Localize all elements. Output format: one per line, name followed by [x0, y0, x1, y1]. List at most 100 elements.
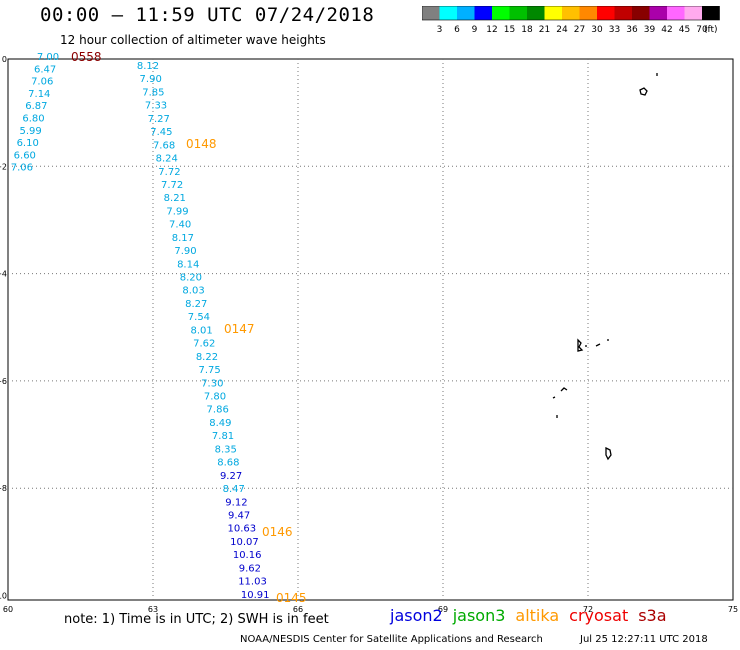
island-outline — [552, 396, 556, 399]
longitude-label: 60 — [3, 605, 13, 614]
wave-height-label: 8.14 — [177, 259, 199, 270]
wave-height-label: 8.35 — [215, 444, 237, 455]
latitude-label: −10 — [0, 592, 7, 601]
wave-height-label: 7.80 — [204, 392, 226, 403]
track-altika-east: 7.006.477.067.146.876.805.996.106.607.06 — [11, 52, 59, 174]
wave-height-label: 8.47 — [223, 484, 245, 495]
wave-height-label: 7.68 — [153, 140, 175, 151]
wave-height-label: 7.40 — [169, 220, 191, 231]
pass-time-labels: 0558 0148 0147 0146 0145 — [71, 50, 307, 605]
satellite-legend-item: s3a — [638, 606, 667, 625]
wave-height-label: 8.20 — [180, 273, 202, 284]
latitude-label: −2 — [0, 162, 7, 171]
pass-time-label: 0145 — [276, 591, 307, 605]
colorbar-swatch — [422, 6, 440, 20]
wave-height-label: 8.21 — [164, 193, 186, 204]
colorbar-label: 33 — [609, 25, 620, 35]
colorbar-label: 21 — [539, 25, 550, 35]
latitude-label: −8 — [0, 484, 7, 493]
satellite-legend-item: cryosat — [569, 606, 629, 625]
colorbar-swatch — [492, 6, 510, 20]
pass-time-label: 0558 — [71, 50, 102, 64]
colorbar-label: 18 — [521, 25, 533, 35]
latitude-label: −6 — [0, 377, 7, 386]
credit-line: NOAA/NESDIS Center for Satellite Applica… — [240, 634, 543, 645]
wave-height-label: 7.90 — [174, 246, 196, 257]
wave-height-label: 7.06 — [11, 163, 33, 174]
wave-height-label: 10.63 — [227, 524, 256, 535]
colorbar-swatch — [632, 6, 650, 20]
wave-height-label: 10.16 — [233, 550, 262, 561]
track-altika-main: 8.12 7.90 7.85 7.33 7.27 7.45 7.68 8.24 7.72 7.72… — [137, 61, 270, 601]
longitude-label: 66 — [293, 605, 303, 614]
wave-height-label: 8.03 — [182, 286, 204, 297]
colorbar-swatch — [457, 6, 475, 20]
wave-height-label: 7.14 — [28, 89, 50, 100]
colorbar-label: 3 — [437, 25, 443, 35]
island-coastlines — [552, 73, 658, 461]
longitude-label: 63 — [148, 605, 158, 614]
wave-height-label: 7.72 — [161, 180, 183, 191]
colorbar-label: 39 — [644, 25, 656, 35]
wave-height-label: 7.90 — [140, 74, 162, 85]
colorbar-label: 42 — [661, 25, 672, 35]
colorbar-label: 36 — [626, 25, 638, 35]
colorbar-label: 27 — [574, 25, 585, 35]
wave-height-label: 9.27 — [220, 471, 242, 482]
wave-height-label: 8.22 — [196, 352, 218, 363]
colorbar-swatch — [702, 6, 720, 20]
wave-height-label: 6.10 — [17, 138, 39, 149]
page-subtitle: 12 hour collection of altimeter wave hei… — [60, 33, 326, 47]
wave-height-label: 9.47 — [228, 510, 250, 521]
wave-height-label: 9.62 — [239, 563, 261, 574]
gridlines — [8, 59, 733, 600]
wave-height-label: 6.80 — [22, 114, 44, 125]
colorbar-swatch — [527, 6, 545, 20]
colorbar-frame — [422, 6, 720, 21]
colorbar-label: 24 — [556, 25, 568, 35]
colorbar-label: 30 — [591, 25, 603, 35]
wave-height-label: 8.12 — [137, 61, 159, 72]
colorbar-swatch — [649, 6, 667, 20]
wave-height-label: 7.30 — [201, 378, 223, 389]
colorbar-swatch — [597, 6, 615, 20]
page-title: 00:00 – 11:59 UTC 07/24/2018 — [40, 4, 375, 26]
wave-height-label: 7.75 — [199, 365, 221, 376]
satellite-legend-item: altika — [515, 606, 560, 625]
wave-height-label: 8.49 — [209, 418, 231, 429]
wave-height-label: 7.27 — [148, 114, 170, 125]
island-outline — [595, 343, 601, 347]
satellite-legend: jason2 jason3 altika cryosat s3a — [390, 606, 677, 625]
colorbar-swatch — [614, 6, 632, 20]
wave-height-label: 8.01 — [190, 325, 212, 336]
wave-height-label: 7.33 — [145, 101, 167, 112]
latitude-label: −4 — [0, 270, 7, 279]
wave-height-label: 7.85 — [142, 87, 164, 98]
wave-height-label: 7.62 — [193, 339, 215, 350]
tick-labels: 60 63 66 69 72 75 0 −2 −4 −6 −8 −10 — [0, 55, 738, 614]
wave-height-label: 6.87 — [25, 101, 47, 112]
colorbar-label: 6 — [454, 25, 460, 35]
wave-height-label: 9.12 — [225, 497, 247, 508]
longitude-label: 75 — [728, 605, 738, 614]
colorbar-label: 70 — [696, 25, 708, 35]
colorbar-label: 15 — [504, 25, 515, 35]
wave-height-label: 7.99 — [166, 206, 188, 217]
map-frame — [7, 58, 734, 601]
longitude-label: 69 — [438, 605, 448, 614]
footer-note: note: 1) Time is in UTC; 2) SWH is in fe… — [64, 612, 329, 627]
colorbar-swatch — [562, 6, 580, 20]
wave-height-label: 8.27 — [185, 299, 207, 310]
satellite-legend-item: jason3 — [452, 606, 506, 625]
wave-height-label: 6.47 — [34, 64, 56, 75]
colorbar-swatch — [684, 6, 702, 20]
colorbar-label: 12 — [486, 25, 497, 35]
wave-height-label: 8.68 — [217, 458, 239, 469]
island-outline — [605, 446, 612, 461]
wave-height-label: 7.45 — [150, 127, 172, 138]
wave-height-label: 5.99 — [19, 126, 41, 137]
wave-height-label: 6.60 — [14, 150, 36, 161]
wave-height-label: 10.91 — [241, 590, 270, 601]
wave-height-label: 7.06 — [31, 77, 53, 88]
wave-height-label: 7.54 — [188, 312, 210, 323]
